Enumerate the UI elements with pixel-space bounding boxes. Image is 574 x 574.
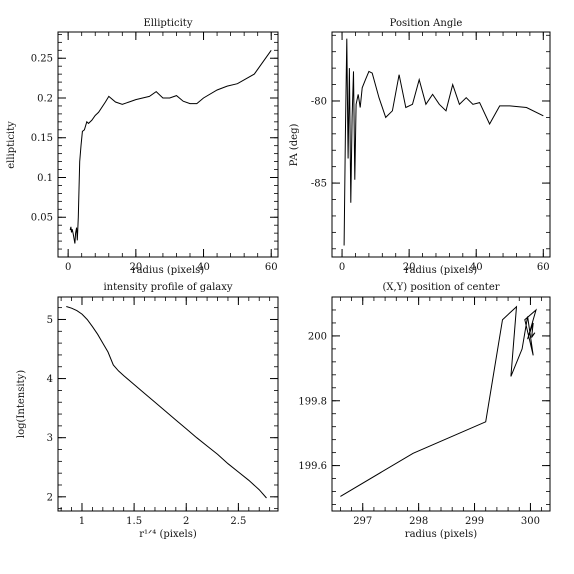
- position-angle-ytick-label: -80: [311, 96, 327, 107]
- ellipticity-xtick-label: 60: [265, 262, 278, 273]
- ellipticity-ytick-label: 0.15: [31, 133, 53, 144]
- ellipticity-xtick-label: 0: [65, 262, 71, 273]
- position-angle-xtick-label: 40: [470, 262, 483, 273]
- intensity-profile-ytick-label: 3: [47, 433, 53, 444]
- ellipticity-xtick-label: 40: [197, 262, 210, 273]
- position-angle-ylabel: PA (deg): [289, 124, 300, 167]
- intensity-profile-ytick-label: 5: [47, 315, 53, 326]
- position-angle-xlabel: radius (pixels): [405, 265, 477, 276]
- intensity-profile-panel: intensity profile of galaxy 1 1.5 2 2.5 2 3 4 5…: [16, 282, 279, 540]
- center-position-title: (X,Y) position of center: [382, 282, 499, 293]
- center-position-plot-frame: [331, 296, 551, 512]
- position-angle-line: [343, 38, 544, 246]
- ellipticity-plot-frame: [57, 31, 279, 258]
- center-position-ytick-label: 199.6: [298, 461, 327, 472]
- ellipticity-ticks: 0 20 40 60 0.05 0.1 0.15 0.2 0.25: [31, 32, 278, 273]
- center-position-ytick-label: 199.8: [298, 396, 327, 407]
- ellipticity-xlabel: radius (pixels): [132, 265, 204, 276]
- position-angle-xtick-label: 0: [339, 262, 345, 273]
- center-position-ytick-label: 200: [308, 331, 327, 342]
- intensity-profile-xtick-label: 2: [183, 516, 189, 527]
- center-position-xlabel: radius (pixels): [405, 529, 477, 540]
- intensity-profile-xtick-label: 1.5: [126, 516, 142, 527]
- intensity-profile-ytick-label: 4: [47, 374, 53, 385]
- ellipticity-line: [69, 50, 272, 244]
- intensity-profile-plot-frame: [57, 296, 279, 512]
- ellipticity-title: Ellipticity: [144, 18, 193, 29]
- intensity-profile-ticks: 1 1.5 2 2.5 2 3 4 5: [47, 297, 278, 527]
- position-angle-plot-frame: [331, 31, 551, 258]
- center-position-xtick-label: 297: [353, 516, 372, 527]
- center-position-panel: (X,Y) position of center 297 298 299 300 199…: [298, 282, 551, 540]
- intensity-profile-xtick-label: 1: [79, 516, 85, 527]
- center-position-ticks: 297 298 299 300 199.6 199.8 200: [298, 297, 550, 527]
- intensity-profile-ylabel: log(Intensity): [16, 370, 27, 438]
- position-angle-title: Position Angle: [390, 18, 463, 29]
- intensity-profile-xlabel: r¹ᐟ⁴ (pixels): [139, 529, 197, 540]
- ellipticity-xtick-label: 20: [129, 262, 142, 273]
- intensity-profile-xtick-label: 2.5: [230, 516, 246, 527]
- ellipticity-ytick-label: 0.25: [31, 54, 53, 65]
- intensity-profile-ytick-label: 2: [47, 492, 53, 503]
- position-angle-xtick-label: 60: [537, 262, 550, 273]
- position-angle-panel: Position Angle 0 20 40 60 -80 -85 radius (pix…: [289, 18, 551, 276]
- position-angle-ticks: 0 20 40 60 -80 -85: [311, 32, 550, 273]
- ellipticity-ytick-label: 0.05: [31, 213, 53, 224]
- center-position-xtick-label: 300: [521, 516, 540, 527]
- center-position-xtick-label: 299: [465, 516, 484, 527]
- position-angle-ytick-label: -85: [311, 179, 327, 190]
- intensity-profile-title: intensity profile of galaxy: [103, 282, 232, 293]
- position-angle-xtick-label: 20: [403, 262, 416, 273]
- intensity-profile-line: [66, 306, 267, 499]
- center-position-line: [340, 305, 537, 497]
- ellipticity-ytick-label: 0.2: [37, 93, 53, 104]
- ellipticity-ytick-label: 0.1: [37, 173, 53, 184]
- ellipticity-ylabel: ellipticity: [6, 121, 17, 169]
- center-position-xtick-label: 298: [409, 516, 428, 527]
- ellipticity-panel: Ellipticity 0 20 40 60 0.05 0.1 0.15 0.2 0.25 ra…: [6, 18, 279, 276]
